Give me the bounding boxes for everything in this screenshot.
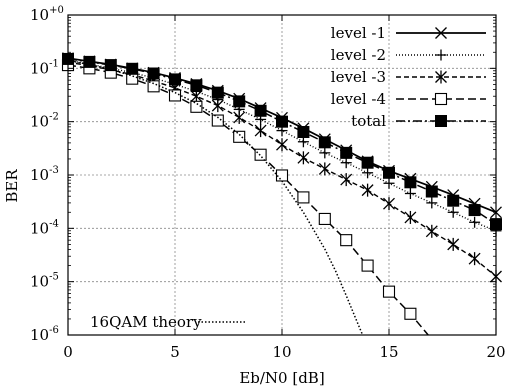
axes xyxy=(67,14,497,336)
series-line xyxy=(68,59,496,232)
data-point xyxy=(190,100,203,113)
data-point xyxy=(362,167,374,179)
data-point xyxy=(211,114,224,127)
data-point xyxy=(435,70,447,84)
data-point xyxy=(319,147,331,159)
theory-legend-label: 16QAM theory xyxy=(90,313,202,331)
data-point xyxy=(435,115,447,127)
data-point xyxy=(435,27,447,39)
x-tick-label: 0 xyxy=(63,343,73,361)
series-line xyxy=(68,59,364,335)
legend-label: total xyxy=(351,112,386,130)
data-point xyxy=(126,62,139,75)
data-point xyxy=(468,252,481,266)
data-point xyxy=(147,67,160,80)
data-point xyxy=(126,72,139,85)
data-point xyxy=(404,210,417,224)
data-point xyxy=(340,157,352,169)
data-point xyxy=(297,191,310,204)
data-point xyxy=(469,216,481,228)
data-point xyxy=(434,92,448,106)
data-point xyxy=(425,224,438,238)
y-tick-label: 10-5 xyxy=(30,272,59,291)
y-tick-label: 10-6 xyxy=(30,325,59,344)
x-tick-label: 15 xyxy=(379,343,398,361)
data-point xyxy=(447,206,459,218)
data-point xyxy=(383,197,395,211)
x-tick-label: 10 xyxy=(272,343,291,361)
y-tick-label: 10-1 xyxy=(30,58,59,77)
data-point xyxy=(190,89,203,103)
x-tick-label: 20 xyxy=(486,343,505,361)
data-point xyxy=(447,194,460,207)
data-point xyxy=(318,212,331,225)
data-point xyxy=(297,126,310,139)
data-point xyxy=(233,130,246,143)
data-point xyxy=(383,177,395,189)
tick-labels: 0 5 10 15 20 10+0 10-1 10-2 10-3 10-4 10-5 10-6 xyxy=(30,5,506,361)
y-tick-label: 10-4 xyxy=(30,218,59,237)
data-point xyxy=(340,234,353,247)
data-point xyxy=(340,146,353,159)
data-point xyxy=(297,136,309,148)
data-point xyxy=(468,204,481,217)
series-layer xyxy=(61,52,502,335)
data-point xyxy=(426,197,438,209)
data-point xyxy=(190,79,203,92)
data-point xyxy=(211,99,224,113)
data-point xyxy=(425,185,438,198)
legend: level -1 level -2 level -3 level -4 total xyxy=(331,24,486,130)
data-point xyxy=(361,156,374,169)
data-point xyxy=(276,138,288,152)
data-point xyxy=(435,49,447,61)
legend-label: level -1 xyxy=(331,24,386,42)
data-point xyxy=(233,95,246,108)
data-point xyxy=(382,285,396,298)
data-point xyxy=(404,176,417,189)
data-point xyxy=(104,59,117,72)
legend-label: level -2 xyxy=(331,46,386,64)
data-point xyxy=(318,136,331,149)
data-point xyxy=(169,73,181,86)
data-point xyxy=(318,162,331,176)
data-point xyxy=(254,124,267,138)
y-tick-label: 10-2 xyxy=(30,112,59,131)
data-point xyxy=(211,86,224,99)
theory-legend: 16QAM theory xyxy=(90,313,247,331)
data-point xyxy=(404,187,416,199)
data-point xyxy=(447,237,460,251)
data-point xyxy=(404,307,417,320)
y-tick-label: 10-3 xyxy=(30,165,59,184)
data-point xyxy=(168,89,182,102)
data-point xyxy=(254,104,267,117)
y-tick-label: 10+0 xyxy=(30,5,64,24)
data-point xyxy=(233,110,246,124)
data-point xyxy=(297,151,310,165)
data-point xyxy=(340,173,353,187)
y-axis-label: BER xyxy=(3,169,21,203)
x-tick-label: 5 xyxy=(170,343,180,361)
data-point xyxy=(83,55,96,68)
legend-label: level -4 xyxy=(331,90,386,108)
series-line xyxy=(68,61,496,278)
data-point xyxy=(276,115,288,128)
data-point xyxy=(383,166,395,179)
legend-label: level -3 xyxy=(331,68,386,86)
data-point xyxy=(361,259,374,272)
data-point xyxy=(361,183,374,197)
x-axis-label: Eb/N0 [dB] xyxy=(239,369,324,387)
